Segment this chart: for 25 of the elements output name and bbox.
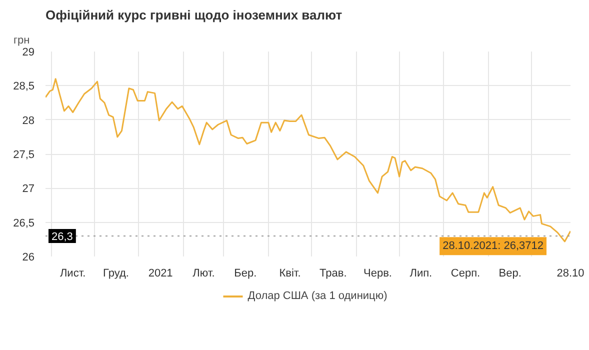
y-tick-label: 27,5: [13, 149, 35, 161]
y-tick-label: 27: [22, 183, 35, 196]
line-series: [46, 78, 570, 242]
y-tick-label: 26: [22, 252, 35, 264]
x-tick-label: Груд.: [103, 268, 129, 280]
x-tick-label: Черв.: [364, 268, 392, 280]
annotation: 28.10.2021: 26,3712: [442, 240, 544, 252]
y-tick-label: 28: [22, 114, 35, 127]
x-tick-label: 2021: [148, 268, 173, 280]
y-tick-label: 28,5: [13, 80, 35, 93]
y-tick-label: 29: [22, 46, 35, 58]
y-tick-label: 26,5: [13, 217, 35, 230]
x-tick-label: Лип.: [410, 268, 432, 280]
x-tick-label: Лист.: [60, 268, 86, 280]
x-tick-label: Серп.: [450, 268, 480, 280]
y-axis-title: грн: [14, 34, 30, 46]
chart-title: Офіційний курс гривні щодо іноземних валют: [46, 8, 342, 22]
x-tick-label: Квіт.: [279, 268, 301, 280]
legend-label: Долар США (за 1 одиницю): [248, 290, 388, 302]
x-tick-label: Вер.: [498, 268, 522, 280]
x-tick-label: Бер.: [234, 268, 257, 280]
ref-line-label: 26,3: [52, 231, 73, 243]
x-tick-label: Трав.: [320, 268, 347, 280]
x-tick-label: Лют.: [192, 268, 215, 280]
x-tick-label: 28.10: [556, 268, 584, 280]
